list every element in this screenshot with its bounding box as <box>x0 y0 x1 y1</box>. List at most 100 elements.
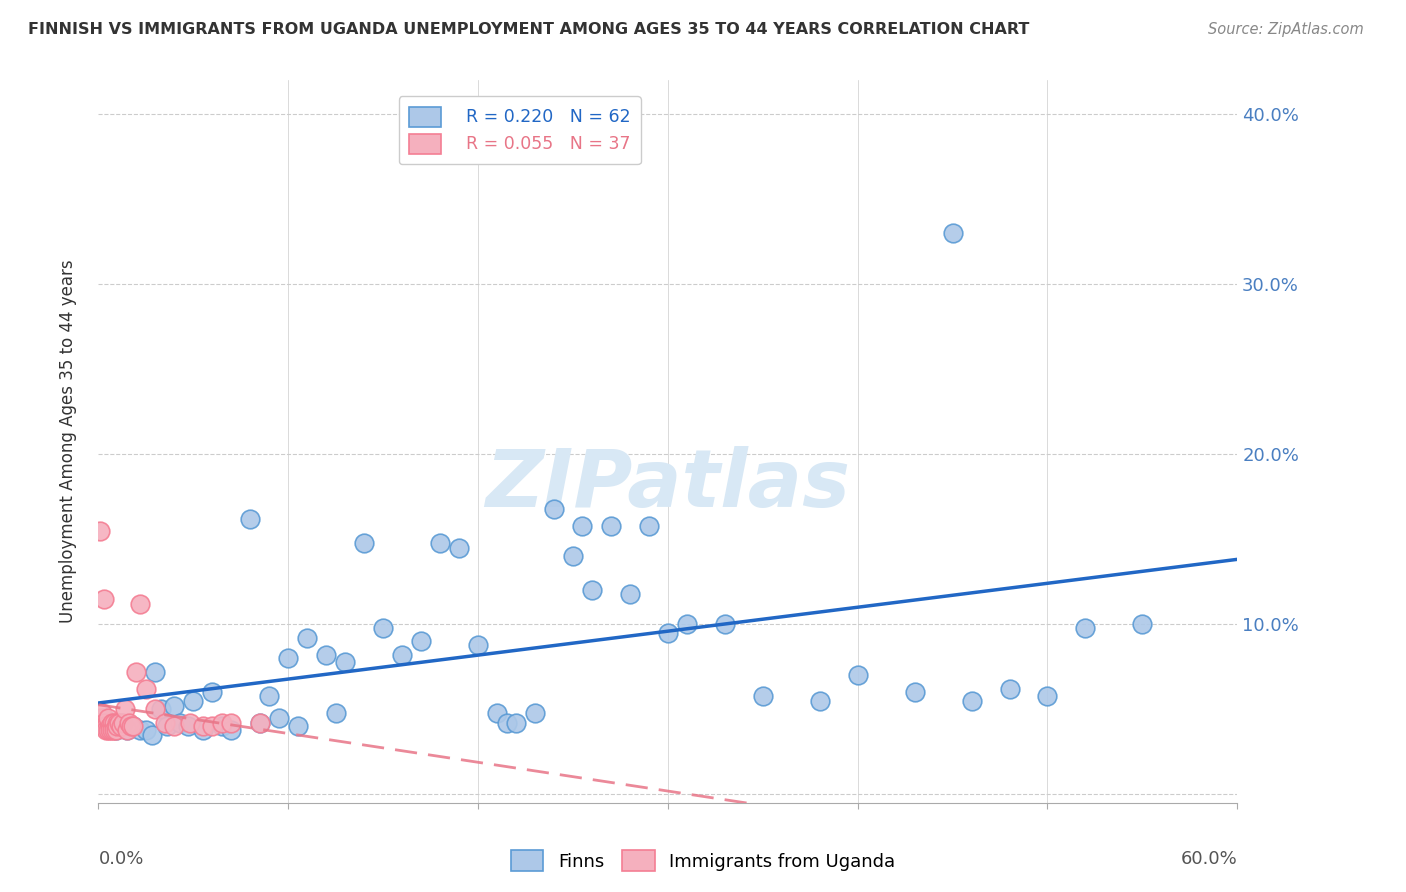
Point <box>135 723 157 737</box>
Point <box>239 512 262 526</box>
Text: Source: ZipAtlas.com: Source: ZipAtlas.com <box>1208 22 1364 37</box>
Point <box>179 715 201 730</box>
Point <box>103 723 125 737</box>
Point <box>112 715 135 730</box>
Point <box>100 723 122 737</box>
Point <box>191 719 214 733</box>
Point <box>846 668 869 682</box>
Point <box>110 719 132 733</box>
Point <box>960 694 983 708</box>
Point <box>150 702 173 716</box>
Point <box>259 689 281 703</box>
Point <box>449 541 471 555</box>
Point <box>249 715 271 730</box>
Point <box>104 723 127 737</box>
Point <box>581 583 603 598</box>
Point <box>135 681 157 696</box>
Point <box>98 723 121 737</box>
Point <box>94 719 117 733</box>
Point <box>676 617 699 632</box>
Point <box>145 665 167 679</box>
Point <box>221 715 243 730</box>
Point <box>93 719 115 733</box>
Point <box>93 715 115 730</box>
Point <box>100 715 122 730</box>
Point <box>93 591 115 606</box>
Point <box>118 715 141 730</box>
Point <box>1036 689 1059 703</box>
Point <box>495 715 517 730</box>
Point <box>571 518 593 533</box>
Point <box>1132 617 1154 632</box>
Point <box>524 706 547 720</box>
Point <box>93 711 115 725</box>
Point <box>107 719 129 733</box>
Y-axis label: Unemployment Among Ages 35 to 44 years: Unemployment Among Ages 35 to 44 years <box>59 260 77 624</box>
Point <box>121 719 143 733</box>
Point <box>114 702 136 716</box>
Point <box>97 723 120 737</box>
Point <box>89 711 111 725</box>
Point <box>1074 621 1097 635</box>
Point <box>391 648 413 662</box>
Point <box>287 719 309 733</box>
Point <box>89 524 111 538</box>
Point <box>411 634 433 648</box>
Point <box>371 621 394 635</box>
Point <box>145 702 167 716</box>
Point <box>600 518 623 533</box>
Point <box>657 625 679 640</box>
Text: FINNISH VS IMMIGRANTS FROM UGANDA UNEMPLOYMENT AMONG AGES 35 TO 44 YEARS CORRELA: FINNISH VS IMMIGRANTS FROM UGANDA UNEMPL… <box>28 22 1029 37</box>
Point <box>249 715 271 730</box>
Point <box>110 715 132 730</box>
Point <box>98 719 121 733</box>
Point <box>211 715 233 730</box>
Text: ZIPatlas: ZIPatlas <box>485 446 851 524</box>
Point <box>325 706 347 720</box>
Point <box>353 535 375 549</box>
Text: 60.0%: 60.0% <box>1181 850 1237 868</box>
Point <box>429 535 451 549</box>
Point <box>121 719 143 733</box>
Point <box>115 723 138 737</box>
Legend:   R = 0.220   N = 62,   R = 0.055   N = 37: R = 0.220 N = 62, R = 0.055 N = 37 <box>399 96 641 164</box>
Point <box>97 715 120 730</box>
Point <box>100 719 122 733</box>
Point <box>125 665 148 679</box>
Point <box>297 631 319 645</box>
Point <box>942 227 965 241</box>
Point <box>107 715 129 730</box>
Point <box>129 723 152 737</box>
Point <box>467 638 489 652</box>
Point <box>97 711 120 725</box>
Point <box>315 648 337 662</box>
Point <box>714 617 737 632</box>
Point <box>115 723 138 737</box>
Point <box>752 689 775 703</box>
Point <box>103 715 125 730</box>
Point <box>191 723 214 737</box>
Point <box>211 719 233 733</box>
Point <box>141 728 163 742</box>
Point <box>163 698 186 713</box>
Point <box>221 723 243 737</box>
Point <box>108 715 131 730</box>
Point <box>183 694 205 708</box>
Point <box>129 597 152 611</box>
Point <box>505 715 527 730</box>
Point <box>120 719 142 733</box>
Point <box>808 694 831 708</box>
Point <box>156 719 179 733</box>
Point <box>904 685 927 699</box>
Point <box>638 518 661 533</box>
Point <box>998 681 1021 696</box>
Point <box>153 715 176 730</box>
Point <box>486 706 509 720</box>
Point <box>201 719 224 733</box>
Point <box>163 719 186 733</box>
Point <box>277 651 299 665</box>
Legend: Finns, Immigrants from Uganda: Finns, Immigrants from Uganda <box>503 843 903 879</box>
Point <box>94 723 117 737</box>
Text: 0.0%: 0.0% <box>98 850 143 868</box>
Point <box>104 723 127 737</box>
